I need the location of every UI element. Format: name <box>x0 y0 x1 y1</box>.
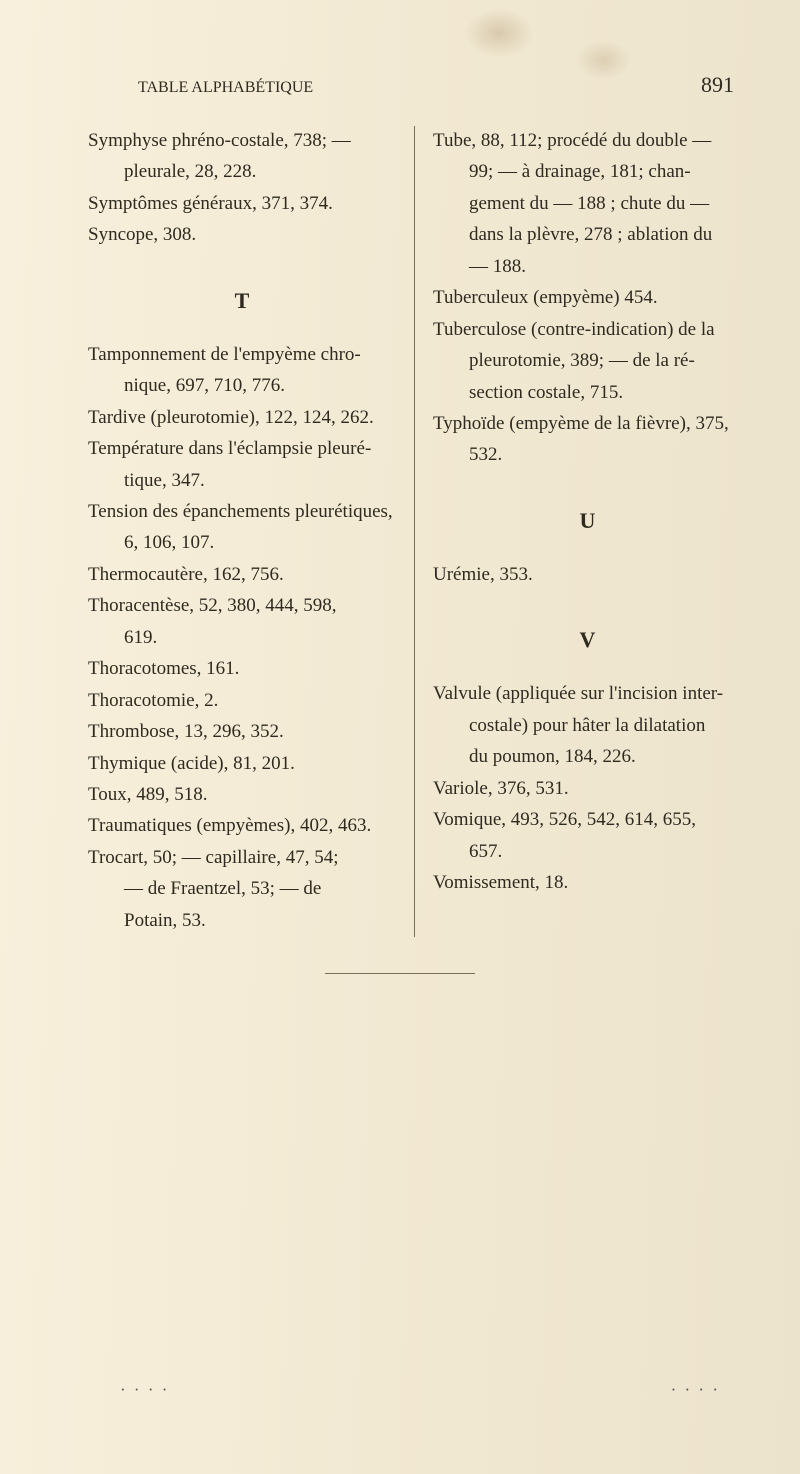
index-entry: Tardive (pleurotomie), 122, 124, 262. <box>88 403 396 432</box>
page-number: 891 <box>701 72 734 98</box>
index-entry-continuation: 657. <box>433 837 742 866</box>
index-entry: Vomique, 493, 526, 542, 614, 655, <box>433 805 742 834</box>
index-entry-continuation: dans la plèvre, 278 ; ablation du <box>433 220 742 249</box>
page: TABLE ALPHABÉTIQUE 891 Symphyse phréno-c… <box>0 0 800 1474</box>
index-entry-continuation: Potain, 53. <box>88 906 396 935</box>
index-entry: Traumatiques (empyèmes), 402, 463. <box>88 811 396 840</box>
index-entry-continuation: — de Fraentzel, 53; — de <box>88 874 396 903</box>
index-entry-continuation: nique, 697, 710, 776. <box>88 371 396 400</box>
section-letter-u: U <box>433 504 742 538</box>
index-entry: Trocart, 50; — capillaire, 47, 54; <box>88 843 396 872</box>
index-entry-continuation: 6, 106, 107. <box>88 528 396 557</box>
index-entry-continuation: 619. <box>88 623 396 652</box>
index-entry-continuation: pleurotomie, 389; — de la ré- <box>433 346 742 375</box>
index-entry: Symphyse phréno-costale, 738; — <box>88 126 396 155</box>
footer-dots-right: · · · · <box>671 1380 720 1400</box>
index-entry-continuation: du poumon, 184, 226. <box>433 742 742 771</box>
index-entry: Typhoïde (empyème de la fièvre), 375, <box>433 409 742 438</box>
index-entry: Tuberculeux (empyème) 454. <box>433 283 742 312</box>
index-entry: Thermocautère, 162, 756. <box>88 560 396 589</box>
index-entry: Thoracotomie, 2. <box>88 686 396 715</box>
section-letter-t: T <box>88 284 396 318</box>
index-entry: Tension des épanchements pleurétiques, <box>88 497 396 526</box>
index-entry: Toux, 489, 518. <box>88 780 396 809</box>
index-entry: Thoracotomes, 161. <box>88 654 396 683</box>
index-entry-continuation: section costale, 715. <box>433 378 742 407</box>
index-entry: Vomissement, 18. <box>433 868 742 897</box>
footer-rule <box>325 973 475 974</box>
right-column: Tube, 88, 112; procédé du double — 99; —… <box>415 126 742 937</box>
page-header: TABLE ALPHABÉTIQUE 891 <box>88 72 742 98</box>
index-entry: Thoracentèse, 52, 380, 444, 598, <box>88 591 396 620</box>
two-column-body: Symphyse phréno-costale, 738; — pleurale… <box>88 126 742 937</box>
index-entry: Variole, 376, 531. <box>433 774 742 803</box>
index-entry: Syncope, 308. <box>88 220 396 249</box>
index-entry: Symptômes généraux, 371, 374. <box>88 189 396 218</box>
left-column: Symphyse phréno-costale, 738; — pleurale… <box>88 126 415 937</box>
section-letter-v: V <box>433 623 742 657</box>
index-entry: Thrombose, 13, 296, 352. <box>88 717 396 746</box>
index-entry: Tube, 88, 112; procédé du double — <box>433 126 742 155</box>
index-entry: Température dans l'éclampsie pleuré- <box>88 434 396 463</box>
index-entry-continuation: pleurale, 28, 228. <box>88 157 396 186</box>
running-title: TABLE ALPHABÉTIQUE <box>138 79 313 97</box>
index-entry-continuation: 99; — à drainage, 181; chan- <box>433 157 742 186</box>
index-entry: Urémie, 353. <box>433 560 742 589</box>
index-entry: Valvule (appliquée sur l'incision inter- <box>433 679 742 708</box>
index-entry: Tuberculose (contre-indication) de la <box>433 315 742 344</box>
index-entry-continuation: costale) pour hâter la dilatation <box>433 711 742 740</box>
paper-stain <box>464 8 534 58</box>
index-entry: Thymique (acide), 81, 201. <box>88 749 396 778</box>
index-entry-continuation: 532. <box>433 440 742 469</box>
footer-dots-left: · · · · <box>120 1380 169 1400</box>
index-entry-continuation: — 188. <box>433 252 742 281</box>
index-entry: Tamponnement de l'empyème chro- <box>88 340 396 369</box>
index-entry-continuation: gement du — 188 ; chute du — <box>433 189 742 218</box>
index-entry-continuation: tique, 347. <box>88 466 396 495</box>
